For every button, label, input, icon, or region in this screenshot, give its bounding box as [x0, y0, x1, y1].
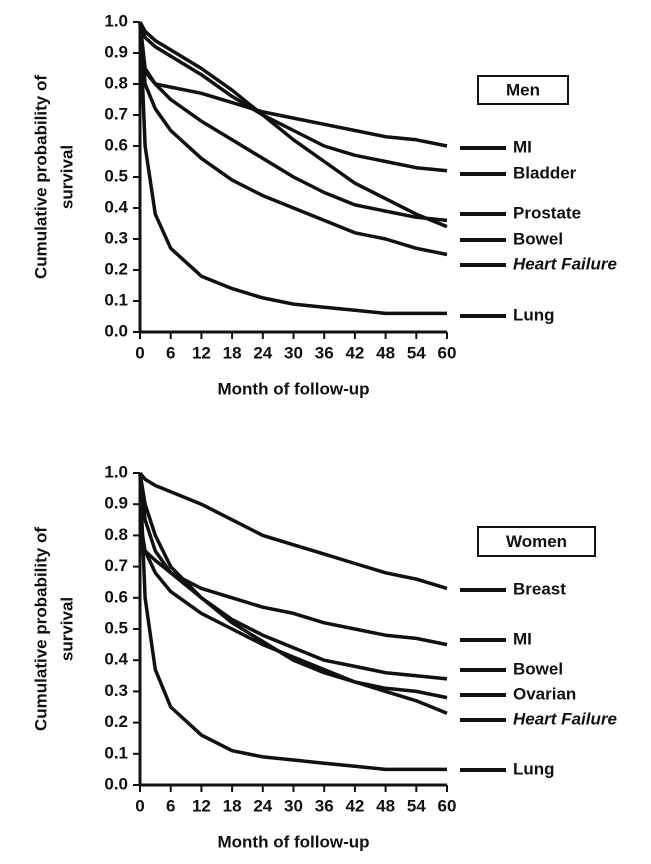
x-tick-label: 42: [345, 796, 364, 815]
y-tick-label: 0.2: [104, 259, 128, 278]
x-tick-label: 12: [192, 343, 211, 362]
survival-curve: [138, 21, 448, 223]
y-tick-label: 0.3: [104, 681, 128, 700]
y-axis-label: survival: [57, 145, 76, 209]
x-tick-label: 30: [284, 796, 303, 815]
survival-curve: [138, 472, 448, 700]
legend-label: MI: [513, 137, 532, 156]
survival-curve: [138, 21, 448, 257]
y-tick-label: 0.0: [104, 321, 128, 340]
legend-label: MI: [513, 629, 532, 648]
panel-label: Women: [506, 532, 567, 551]
y-tick-label: 0.0: [104, 774, 128, 793]
x-axis-label: Month of follow-up: [218, 379, 370, 398]
x-tick-label: 24: [253, 343, 272, 362]
y-axis-label: survival: [57, 597, 76, 661]
survival-curve: [138, 472, 448, 681]
survival-curve: [138, 472, 447, 772]
x-tick-label: 12: [192, 796, 211, 815]
x-tick-label: 48: [376, 796, 395, 815]
y-tick-label: 0.8: [104, 73, 128, 92]
x-tick-label: 0: [135, 796, 144, 815]
survival-curve: [138, 21, 447, 316]
survival-curve: [138, 519, 448, 715]
y-tick-label: 0.8: [104, 525, 128, 544]
x-tick-label: 60: [438, 343, 457, 362]
y-tick-label: 0.6: [104, 135, 128, 154]
survival-curve: [138, 21, 448, 173]
legend-label: Bowel: [513, 659, 563, 678]
x-tick-label: 54: [407, 796, 426, 815]
y-tick-label: 0.4: [104, 650, 128, 669]
y-tick-label: 1.0: [104, 462, 128, 481]
x-tick-label: 6: [166, 343, 175, 362]
survival-curve: [138, 471, 448, 591]
legend-label: Lung: [513, 305, 555, 324]
x-tick-label: 54: [407, 343, 426, 362]
y-tick-label: 0.5: [104, 618, 128, 637]
y-tick-label: 0.9: [104, 42, 128, 61]
y-tick-label: 1.0: [104, 11, 128, 30]
legend-label: Prostate: [513, 203, 581, 222]
y-axis-label: Cumulative probability of: [31, 75, 50, 279]
y-tick-label: 0.7: [104, 104, 128, 123]
legend-label: Lung: [513, 759, 555, 778]
y-tick-label: 0.1: [104, 743, 128, 762]
y-tick-label: 0.1: [104, 290, 128, 309]
legend-label: Bladder: [513, 163, 577, 182]
x-tick-label: 36: [315, 343, 334, 362]
survival-curve: [138, 21, 448, 229]
legend-label: Bowel: [513, 229, 563, 248]
survival-curve: [138, 534, 448, 647]
y-tick-label: 0.6: [104, 587, 128, 606]
x-tick-label: 24: [253, 796, 272, 815]
x-tick-label: 48: [376, 343, 395, 362]
legend-label: Heart Failure: [513, 254, 617, 273]
x-tick-label: 36: [315, 796, 334, 815]
x-tick-label: 60: [438, 796, 457, 815]
legend-label: Breast: [513, 579, 566, 598]
x-tick-label: 6: [166, 796, 175, 815]
panel-label: Men: [506, 80, 540, 99]
x-tick-label: 18: [223, 796, 242, 815]
x-tick-label: 0: [135, 343, 144, 362]
legend-label: Ovarian: [513, 684, 576, 703]
x-tick-label: 30: [284, 343, 303, 362]
y-tick-label: 0.5: [104, 166, 128, 185]
legend-label: Heart Failure: [513, 709, 617, 728]
x-axis-label: Month of follow-up: [218, 832, 370, 851]
x-tick-label: 18: [223, 343, 242, 362]
y-tick-label: 0.4: [104, 197, 128, 216]
panel-label-box: [477, 526, 596, 557]
y-tick-label: 0.7: [104, 556, 128, 575]
panel-label-box: [477, 75, 569, 105]
y-tick-label: 0.9: [104, 494, 128, 513]
y-tick-label: 0.3: [104, 228, 128, 247]
x-tick-label: 42: [345, 343, 364, 362]
y-tick-label: 0.2: [104, 712, 128, 731]
y-axis-label: Cumulative probability of: [31, 527, 50, 731]
